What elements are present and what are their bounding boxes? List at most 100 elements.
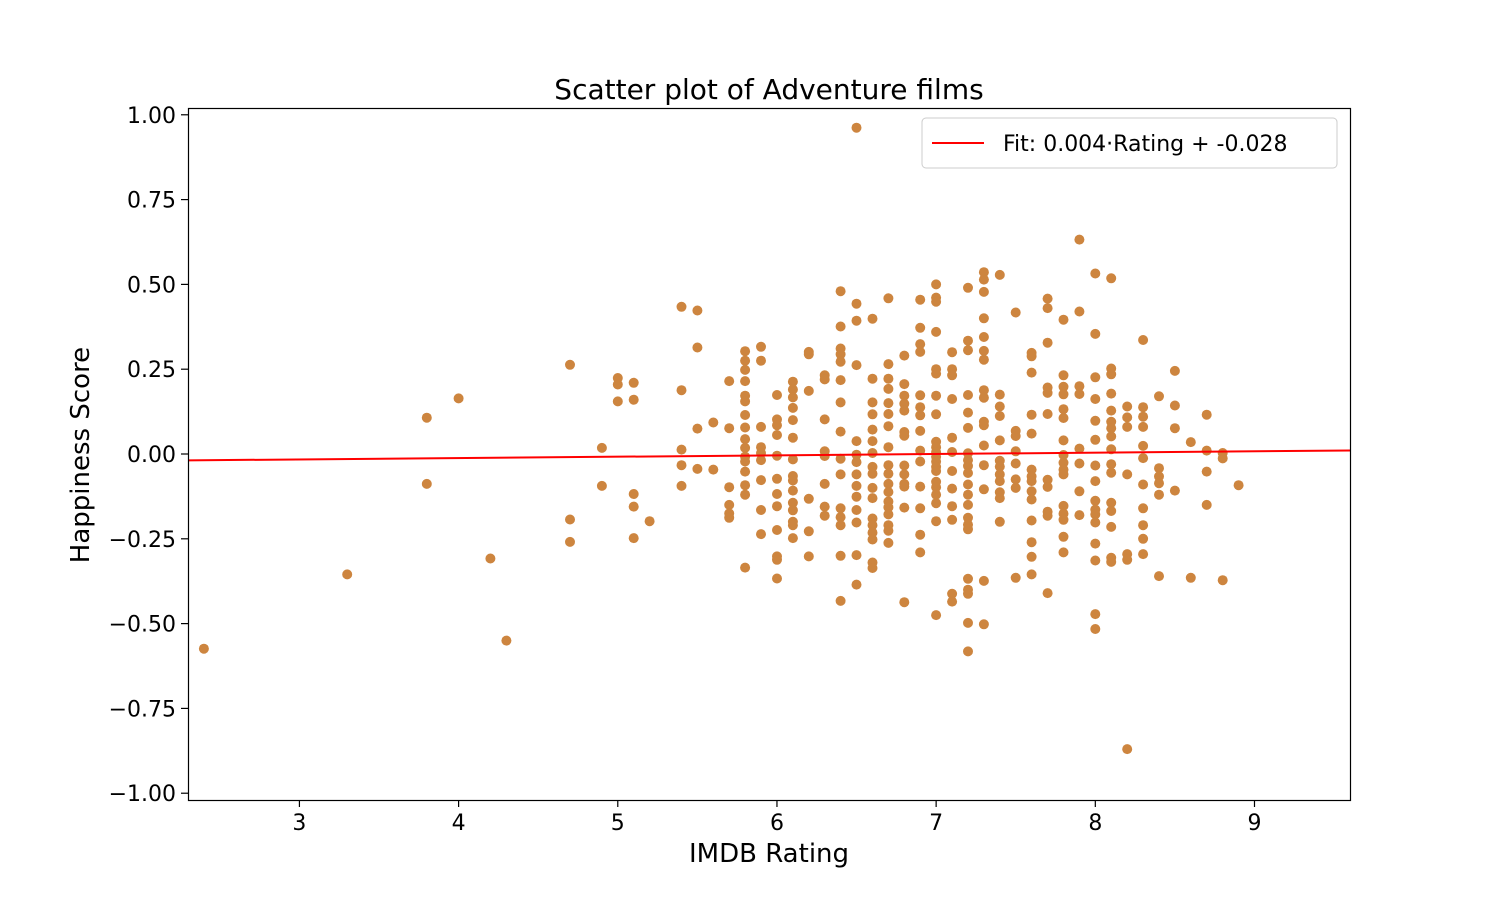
data-point	[883, 478, 894, 489]
y-axis-label: Happiness Score	[66, 347, 96, 563]
data-point	[787, 432, 798, 443]
data-point	[787, 376, 798, 387]
data-point	[963, 646, 973, 657]
data-point	[978, 286, 989, 297]
data-point	[978, 619, 989, 630]
data-point	[978, 575, 989, 586]
data-point	[867, 482, 878, 493]
data-point	[915, 425, 926, 436]
data-point	[565, 536, 575, 547]
data-point	[803, 526, 814, 537]
data-point	[931, 368, 942, 379]
data-point	[724, 512, 735, 523]
data-point	[883, 460, 894, 471]
data-point	[676, 444, 687, 455]
data-point	[947, 466, 958, 476]
data-point	[772, 489, 782, 499]
data-point	[1074, 510, 1085, 521]
data-point	[1058, 370, 1069, 381]
data-point	[1058, 469, 1069, 480]
data-point	[963, 573, 973, 584]
data-point	[740, 376, 751, 387]
data-point	[947, 483, 958, 494]
data-point	[1090, 538, 1101, 549]
y-tick-label: −0.25	[109, 528, 176, 553]
data-point	[740, 346, 751, 357]
data-point	[1106, 459, 1117, 470]
data-point	[1042, 293, 1053, 304]
data-point	[1201, 466, 1212, 477]
data-point	[628, 377, 639, 388]
data-point	[1106, 273, 1117, 284]
data-point	[867, 436, 878, 447]
data-point	[724, 376, 735, 387]
data-point	[994, 269, 1005, 280]
points-layer	[198, 122, 1244, 755]
data-point	[1169, 365, 1180, 376]
data-point	[1074, 458, 1085, 469]
data-point	[963, 407, 973, 418]
data-point	[724, 499, 735, 510]
data-point	[803, 385, 814, 396]
data-point	[1122, 469, 1133, 480]
data-point	[1058, 413, 1069, 423]
data-point	[867, 448, 878, 458]
data-point	[740, 562, 751, 573]
data-point	[1106, 556, 1117, 567]
fit-line-layer	[187, 449, 1351, 462]
y-axis: 1.00 0.75 0.50 0.25 0.00 −0.25 −0.50 −0.75 −1.00	[109, 104, 188, 807]
data-point	[899, 481, 910, 492]
data-point	[1074, 381, 1085, 392]
data-point	[947, 394, 958, 404]
data-point	[931, 279, 942, 290]
data-point	[1122, 554, 1133, 565]
data-point	[963, 282, 973, 293]
data-point	[835, 426, 846, 437]
data-point	[915, 339, 926, 350]
data-point	[676, 301, 687, 312]
data-point	[835, 375, 846, 386]
data-point	[1058, 500, 1069, 511]
data-point	[501, 635, 512, 646]
y-tick-label: −0.75	[109, 697, 176, 722]
legend-box	[921, 117, 1338, 169]
data-point	[708, 464, 719, 475]
data-point	[1042, 409, 1053, 419]
data-point	[1058, 547, 1069, 558]
data-point	[453, 393, 464, 404]
data-point	[867, 493, 878, 504]
data-point	[994, 389, 1005, 400]
data-point	[1106, 369, 1117, 380]
x-tick-label: 8	[1088, 811, 1102, 836]
data-point	[740, 456, 751, 467]
data-point	[899, 390, 910, 401]
data-point	[883, 537, 894, 548]
data-point	[963, 335, 973, 346]
data-point	[883, 487, 894, 497]
data-point	[708, 417, 719, 428]
data-point	[835, 503, 846, 514]
data-point	[692, 342, 703, 353]
data-point	[963, 390, 973, 400]
data-point	[994, 516, 1005, 527]
data-point	[915, 294, 926, 305]
data-point	[724, 482, 735, 493]
data-point	[994, 493, 1005, 504]
data-point	[963, 460, 973, 471]
data-point	[1090, 415, 1101, 426]
data-point	[819, 451, 830, 461]
data-point	[756, 355, 766, 366]
data-point	[851, 579, 862, 590]
data-point	[803, 349, 814, 360]
data-point	[963, 345, 973, 356]
data-point	[915, 390, 926, 401]
data-point	[628, 501, 639, 512]
data-point	[978, 420, 989, 431]
data-point	[1090, 495, 1101, 506]
data-point	[978, 345, 989, 356]
data-point	[1106, 405, 1117, 416]
data-point	[835, 512, 846, 523]
data-point	[1042, 510, 1053, 521]
data-point	[899, 597, 910, 608]
